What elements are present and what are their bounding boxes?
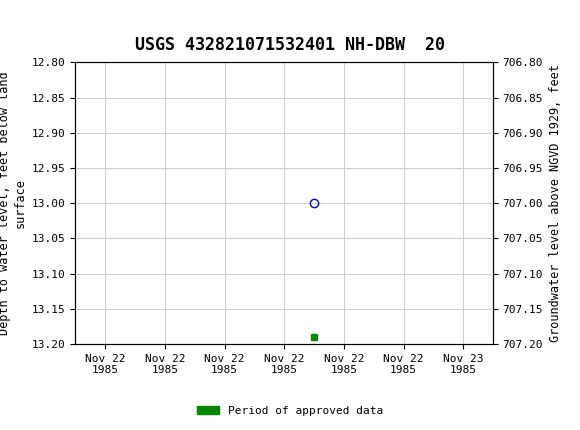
Text: USGS 432821071532401 NH-DBW  20: USGS 432821071532401 NH-DBW 20 [135,36,445,54]
Y-axis label: Depth to water level, feet below land
surface: Depth to water level, feet below land su… [0,71,26,335]
Text: ≡USGS: ≡USGS [17,12,81,33]
Y-axis label: Groundwater level above NGVD 1929, feet: Groundwater level above NGVD 1929, feet [549,64,562,342]
Legend: Period of approved data: Period of approved data [193,401,387,420]
